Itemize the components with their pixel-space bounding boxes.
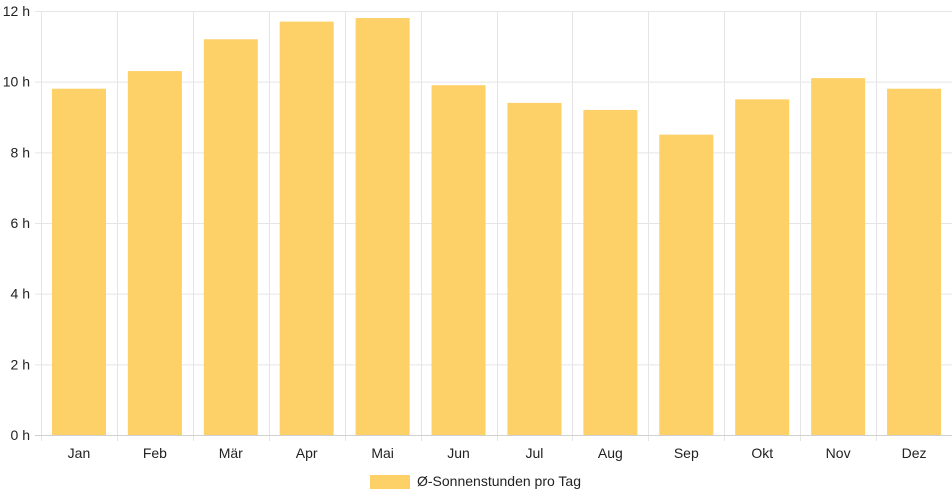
x-tick-label: Nov <box>826 445 851 461</box>
legend-swatch <box>370 475 410 489</box>
y-tick-label: 12 h <box>3 3 30 19</box>
legend-label: Ø-Sonnenstunden pro Tag <box>417 473 581 489</box>
x-tick-label: Okt <box>751 445 773 461</box>
y-tick-label: 6 h <box>11 215 30 231</box>
y-tick-label: 2 h <box>11 356 30 372</box>
legend[interactable]: Ø-Sonnenstunden pro Tag <box>370 473 581 489</box>
x-tick-label: Apr <box>296 445 318 461</box>
bar[interactable] <box>811 78 866 435</box>
bars <box>51 18 942 436</box>
x-tick-label: Mai <box>371 445 394 461</box>
y-axis-ticks: 0 h 2 h 4 h 6 h 8 h 10 h 12 h <box>3 3 30 443</box>
x-tick-label: Jul <box>526 445 544 461</box>
bar[interactable] <box>583 109 638 435</box>
bar[interactable] <box>735 99 790 435</box>
x-tick-label: Dez <box>902 445 927 461</box>
y-tick-label: 10 h <box>3 74 30 90</box>
x-tick-label: Mär <box>219 445 243 461</box>
grid-lines <box>35 11 952 441</box>
x-tick-label: Aug <box>598 445 623 461</box>
bar[interactable] <box>127 71 182 436</box>
x-axis-ticks: Jan Feb Mär Apr Mai Jun Jul Aug Sep Okt Nov Dez <box>68 445 927 461</box>
x-tick-label: Jun <box>447 445 470 461</box>
x-tick-label: Sep <box>674 445 699 461</box>
x-tick-label: Feb <box>143 445 167 461</box>
x-tick-label: Jan <box>68 445 91 461</box>
bar[interactable] <box>355 18 410 436</box>
y-tick-label: 4 h <box>11 286 30 302</box>
bar[interactable] <box>279 21 334 435</box>
bar[interactable] <box>507 102 562 435</box>
bar[interactable] <box>51 88 106 435</box>
y-tick-label: 0 h <box>11 427 30 443</box>
bar[interactable] <box>887 88 942 435</box>
bar[interactable] <box>431 85 486 435</box>
bar[interactable] <box>203 39 258 436</box>
y-tick-label: 8 h <box>11 144 30 160</box>
bar[interactable] <box>659 134 714 435</box>
